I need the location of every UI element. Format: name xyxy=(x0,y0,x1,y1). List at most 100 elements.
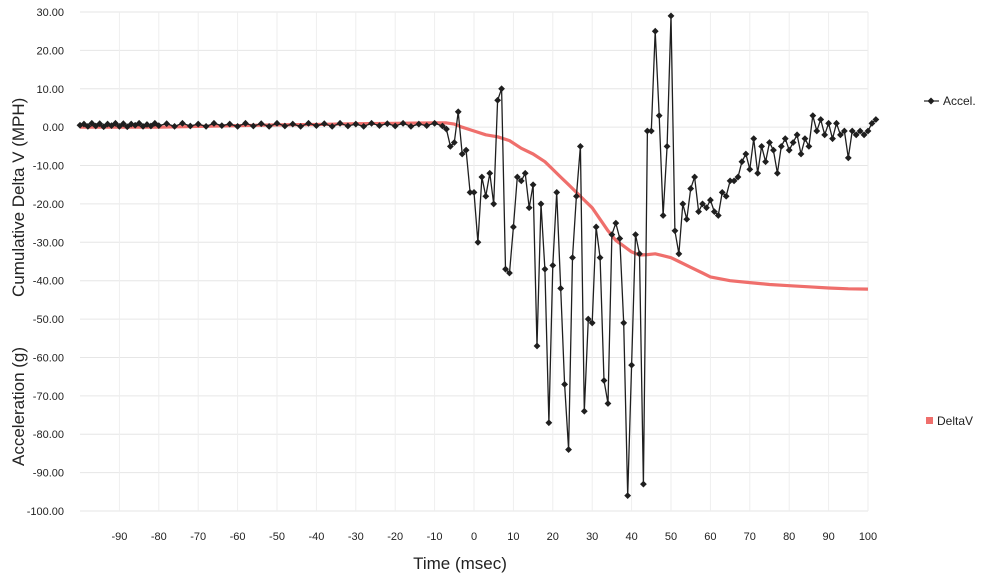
x-tick-label: -40 xyxy=(308,531,324,543)
x-tick-label: 0 xyxy=(471,531,477,543)
accel-point xyxy=(852,131,860,139)
accel-point xyxy=(667,12,675,20)
accel-point xyxy=(856,127,864,135)
series-accel xyxy=(76,12,880,500)
accel-point xyxy=(466,189,474,196)
x-axis-title: Time (msec) xyxy=(413,554,507,573)
accel-point xyxy=(770,146,777,154)
accel-point xyxy=(510,223,517,231)
accel-point xyxy=(553,189,561,196)
accel-point xyxy=(734,173,742,181)
y-tick-label: -90.00 xyxy=(33,468,64,480)
accel-point xyxy=(561,380,569,388)
accel-point xyxy=(821,131,829,139)
accel-point xyxy=(431,119,438,127)
accel-point xyxy=(498,85,505,93)
y-tick-label: -50.00 xyxy=(33,314,64,326)
accel-point xyxy=(608,231,616,239)
accel-point xyxy=(273,119,281,127)
accel-point xyxy=(407,122,415,130)
accel-point xyxy=(320,120,328,128)
accel-point xyxy=(695,208,702,215)
accel-point xyxy=(186,122,194,130)
accel-point xyxy=(612,219,620,227)
accel-point xyxy=(112,119,119,127)
accel-point xyxy=(801,135,809,143)
accel-point xyxy=(376,122,383,130)
accel-point xyxy=(588,319,596,327)
accel-point xyxy=(513,173,521,181)
accel-point xyxy=(529,181,537,189)
x-tick-label: 80 xyxy=(783,531,795,543)
accel-point xyxy=(202,122,210,130)
x-tick-label: -50 xyxy=(269,531,285,543)
y-tick-label: -40.00 xyxy=(33,276,64,288)
x-tick-label: -80 xyxy=(151,531,167,543)
accel-point xyxy=(683,215,691,223)
accel-point xyxy=(868,119,876,127)
accel-point xyxy=(726,177,734,185)
accel-point xyxy=(163,120,171,128)
y-tick-label: -30.00 xyxy=(33,237,64,249)
accel-point xyxy=(655,112,663,120)
accel-point xyxy=(415,120,423,128)
accel-point xyxy=(313,122,320,130)
y-tick-label: -70.00 xyxy=(33,391,64,403)
accel-point xyxy=(234,122,241,130)
accel-point xyxy=(131,121,139,129)
accel-point xyxy=(762,158,769,166)
accel-point xyxy=(80,120,88,128)
accel-point xyxy=(119,120,127,128)
accel-point xyxy=(797,150,805,158)
accel-point xyxy=(640,480,647,488)
accel-point xyxy=(569,254,576,262)
accel-point xyxy=(624,492,632,500)
grid-lines xyxy=(80,11,869,512)
accel-point xyxy=(84,122,92,130)
accel-point xyxy=(746,165,754,173)
accel-point xyxy=(576,142,584,150)
accel-point xyxy=(833,119,840,127)
accel-point xyxy=(616,235,624,242)
accel-point xyxy=(537,200,545,208)
accel-point xyxy=(139,122,147,130)
accel-point xyxy=(446,142,454,150)
accel-point xyxy=(596,254,604,262)
accel-point xyxy=(580,407,588,415)
accel-point xyxy=(218,122,226,130)
accel-point xyxy=(872,116,880,123)
x-tick-label: 40 xyxy=(625,531,637,543)
x-tick-label: -70 xyxy=(190,531,206,543)
accel-point xyxy=(628,361,635,369)
accel-point xyxy=(687,185,695,192)
accel-point xyxy=(399,119,407,127)
accel-point xyxy=(391,122,399,130)
accel-point xyxy=(502,265,509,273)
accel-point xyxy=(368,119,375,127)
y-tick-label: -100.00 xyxy=(27,506,64,518)
accel-point xyxy=(179,119,186,127)
accel-point xyxy=(96,120,104,128)
accel-point xyxy=(226,120,234,128)
accel-point xyxy=(813,127,821,135)
accel-point xyxy=(242,119,249,127)
accel-point xyxy=(848,127,856,135)
accel-point xyxy=(714,212,722,219)
accel-point xyxy=(636,250,643,258)
x-tick-label: -90 xyxy=(111,531,127,543)
accel-point xyxy=(297,122,305,130)
accel-point xyxy=(651,27,659,35)
accel-point xyxy=(860,131,868,139)
accel-point xyxy=(659,212,667,219)
accel-point xyxy=(108,122,115,130)
y-tick-label: -10.00 xyxy=(33,161,64,173)
accel-point xyxy=(490,200,498,208)
accel-point xyxy=(754,169,762,177)
legend-deltav-marker xyxy=(926,417,933,424)
accel-point xyxy=(809,112,817,120)
accel-point xyxy=(777,142,785,150)
accel-point xyxy=(506,269,513,277)
accel-point xyxy=(458,150,466,158)
accel-point xyxy=(671,227,679,235)
